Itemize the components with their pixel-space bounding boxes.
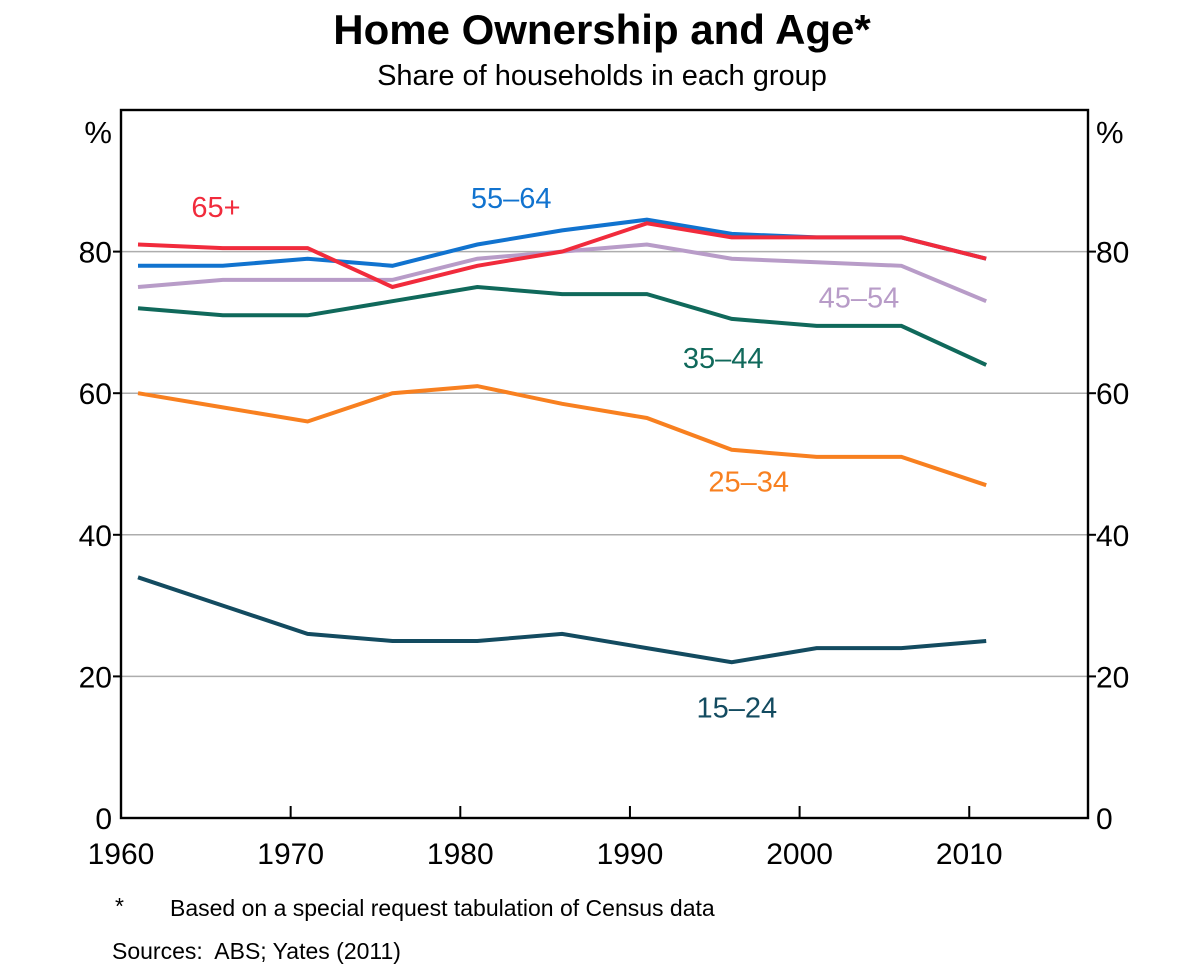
x-tick-label: 1970 [257,838,324,871]
y-tick-label-right: 60 [1096,378,1129,411]
x-tick-label: 2010 [936,838,1003,871]
x-tick-label: 1980 [427,838,494,871]
series-label-15-24: 15–24 [696,693,777,725]
y-tick-label-left: 40 [79,520,112,553]
y-tick-label-right: 80 [1096,237,1129,270]
x-tick-label: 2000 [766,838,833,871]
y-tick-label-left: 80 [79,237,112,270]
y-axis-unit-left: % [84,115,112,150]
y-axis-unit-right: % [1096,115,1124,150]
footnote-text: Based on a special request tabulation of… [170,895,715,921]
y-tick-label-left: 0 [95,803,112,836]
y-tick-label-right: 0 [1096,803,1113,836]
y-tick-label-right: 40 [1096,520,1129,553]
series-line-65+ [137,221,987,290]
x-tick-label: 1990 [597,838,664,871]
y-tick-label-right: 20 [1096,661,1129,694]
plot-frame [119,108,1090,820]
series-line-35-44 [137,284,988,367]
series-label-25-34: 25–34 [708,467,789,499]
chart-subtitle: Share of households in each group [377,60,827,92]
y-tick-label-left: 60 [79,378,112,411]
sources-text: Sources: ABS; Yates (2011) [112,938,401,964]
footnote-marker: * [115,893,124,919]
y-tick-label-left: 20 [79,661,112,694]
series-line-15-24 [137,575,987,665]
series-line-25-34 [137,384,987,488]
series-line-55-64 [138,217,987,268]
x-tick-label: 1960 [88,838,155,871]
series-label-55-64: 55–64 [471,183,552,215]
series-label-35-44: 35–44 [683,343,764,375]
series-label-65+: 65+ [191,192,240,224]
series-label-45-54: 45–54 [819,283,900,315]
chart-title: Home Ownership and Age* [333,6,871,53]
